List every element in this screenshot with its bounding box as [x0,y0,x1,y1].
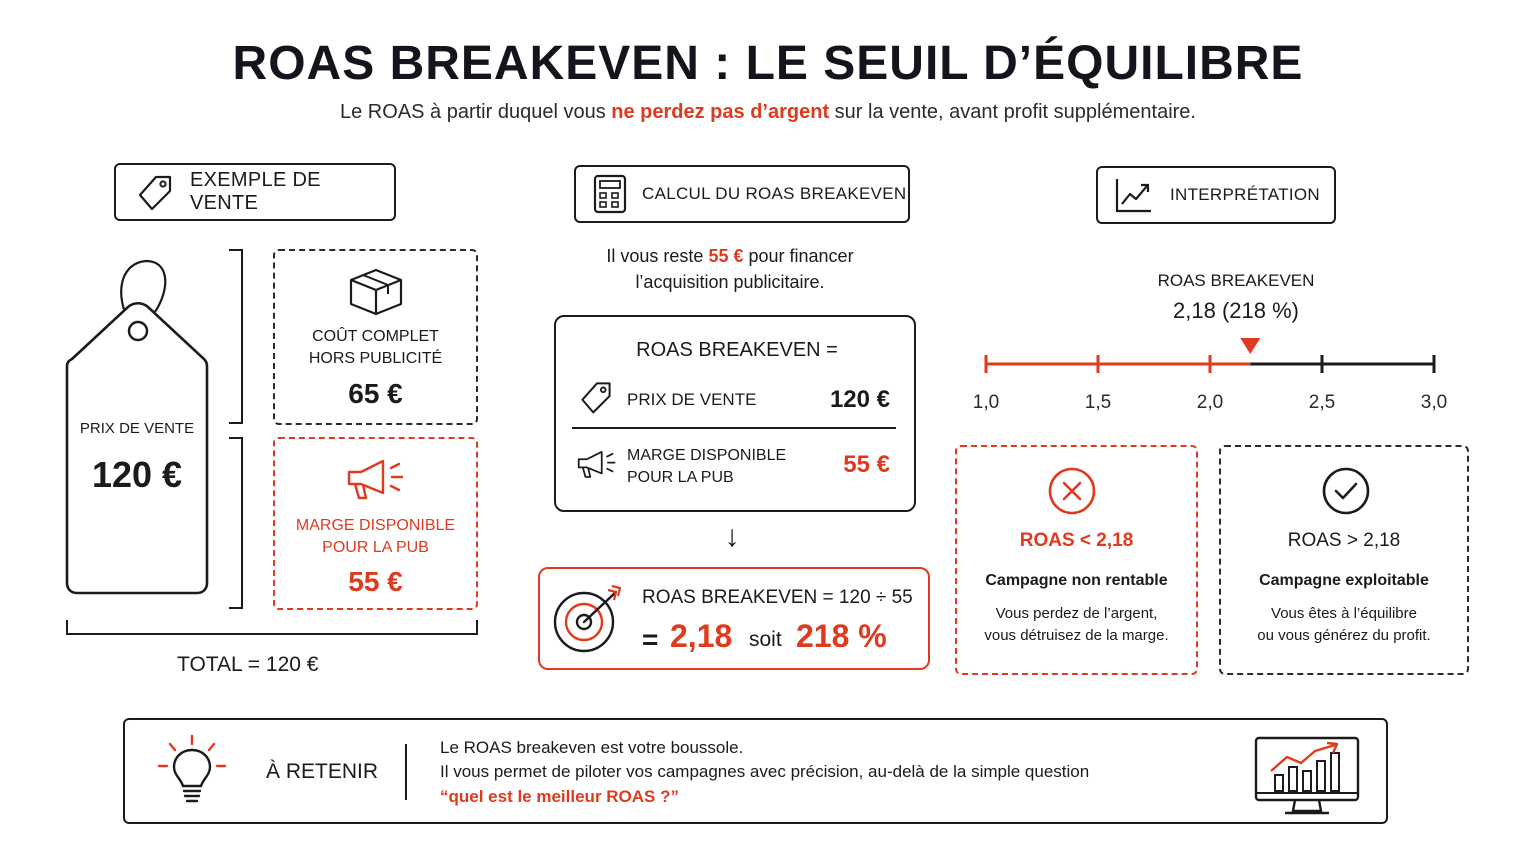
scale-tick-label: 2,0 [1197,392,1223,413]
sale-example-header-label: EXEMPLE DE VENTE [190,169,321,214]
result-box [538,567,930,670]
formula-divider [572,427,896,429]
formula-price-label: PRIX DE VENTE [627,390,757,409]
price-tag-shape [62,255,214,600]
subtitle-text-start: Le ROAS à partir duquel vous [340,101,612,123]
subtitle-text-end: sur la vente, avant profit supplémentair… [829,101,1196,123]
price-tag-icon [134,171,176,213]
result-line: ROAS BREAKEVEN = 120 ÷ 55 [642,587,913,608]
roas-scale-svg: 1,0 1,5 2,0 2,5 3,0 [973,338,1447,413]
margin-value: 55 € [348,566,403,597]
good-line-1: Vous êtes à l’équilibre [1271,605,1417,622]
result-value: 2,18 [670,618,733,654]
bracket-total [66,620,478,635]
interpretation-header: INTERPRÉTATION [1096,166,1336,224]
scale-tick-label: 1,0 [973,392,999,413]
tag-value: 120 € [91,454,183,495]
good-line-2: ou vous générez du profit. [1257,627,1431,644]
intro-line-2: l’acquisition publicitaire. [635,272,825,292]
formula-margin-value: 55 € [843,451,890,478]
cost-label-2: HORS PUBLICITÉ [308,350,443,367]
intro-text-end: pour financer [743,246,854,266]
sale-example-header: EXEMPLE DE VENTE [114,163,396,221]
tag-label: PRIX DE VENTE [79,420,195,437]
calculation-intro: Il vous reste 55 € pour financer l’acqui… [530,243,930,295]
calculation-header-label: CALCUL DU ROAS BREAKEVEN [642,184,907,203]
scale-tick-label: 2,5 [1309,392,1335,413]
down-arrow: ↓ [724,520,740,553]
interpretation-header-label: INTERPRÉTATION [1170,185,1320,204]
formula-title: ROAS BREAKEVEN = [636,339,838,361]
result-soit: soit [749,628,782,651]
monitor-chart-icon [1253,735,1361,817]
formula-box [554,315,916,512]
breakeven-marker [1240,338,1261,354]
formula-margin-label-1: MARGE DISPONIBLE [627,447,787,464]
takeaway-divider [405,744,407,800]
bad-line-1: Vous perdez de l’argent, [995,605,1158,622]
formula-megaphone-icon [576,447,618,481]
page-title: ROAS BREAKEVEN : LE SEUIL D’ÉQUILIBRE [232,37,1304,90]
takeaway-label: À RETENIR [266,760,379,783]
box-icon [347,266,405,318]
margin-label-1: MARGE DISPONIBLE [295,517,456,534]
intro-text-start: Il vous reste [606,246,709,266]
calculator-icon [592,174,628,214]
marker-value: 2,18 (218 %) [1173,298,1299,323]
good-subtitle: Campagne exploitable [1259,572,1429,589]
trend-chart-icon [1114,176,1154,214]
result-percent: 218 % [796,618,887,654]
cost-box [273,249,478,425]
scale-tick-label: 3,0 [1421,392,1447,413]
bad-line-2: vous détruisez de la marge. [984,627,1169,644]
good-card [1219,445,1469,675]
calculation-header: CALCUL DU ROAS BREAKEVEN [574,165,910,223]
cross-circle-icon [1047,466,1097,516]
total-label: TOTAL = 120 € [177,653,319,676]
cost-label-1: COÛT COMPLET [312,328,439,345]
good-title: ROAS > 2,18 [1287,530,1401,551]
takeaway-line-1: Le ROAS breakeven est votre boussole. [440,738,744,757]
bracket-cost [229,249,243,424]
takeaway-quote: “quel est le meilleur ROAS ?” [440,787,680,806]
roas-scale: 1,0 1,5 2,0 2,5 3,0 [970,330,1460,420]
margin-box [273,437,478,610]
formula-price-value: 120 € [829,386,890,413]
margin-label-2: POUR LA PUB [322,539,429,556]
formula-margin-label-2: POUR LA PUB [627,469,734,486]
scale-tick-label: 1,5 [1085,392,1111,413]
cost-value: 65 € [348,378,403,409]
lightbulb-icon [156,734,228,808]
page-subtitle: Le ROAS à partir duquel vous ne perdez p… [0,101,1536,124]
target-icon [550,584,626,654]
formula-price-tag-icon [577,378,615,416]
bracket-margin [229,437,243,609]
subtitle-highlight: ne perdez pas d’argent [611,101,830,123]
marker-label: ROAS BREAKEVEN [1157,271,1315,290]
takeaway-line-2: Il vous permet de piloter vos campagnes … [440,762,1090,781]
bad-title: ROAS < 2,18 [1019,530,1134,551]
result-equals: = [642,624,659,655]
bad-subtitle: Campagne non rentable [985,572,1168,589]
check-circle-icon [1321,466,1371,516]
intro-highlight: 55 € [708,246,744,266]
bad-card [955,445,1198,675]
takeaway-box [123,718,1388,824]
megaphone-icon [345,456,407,502]
